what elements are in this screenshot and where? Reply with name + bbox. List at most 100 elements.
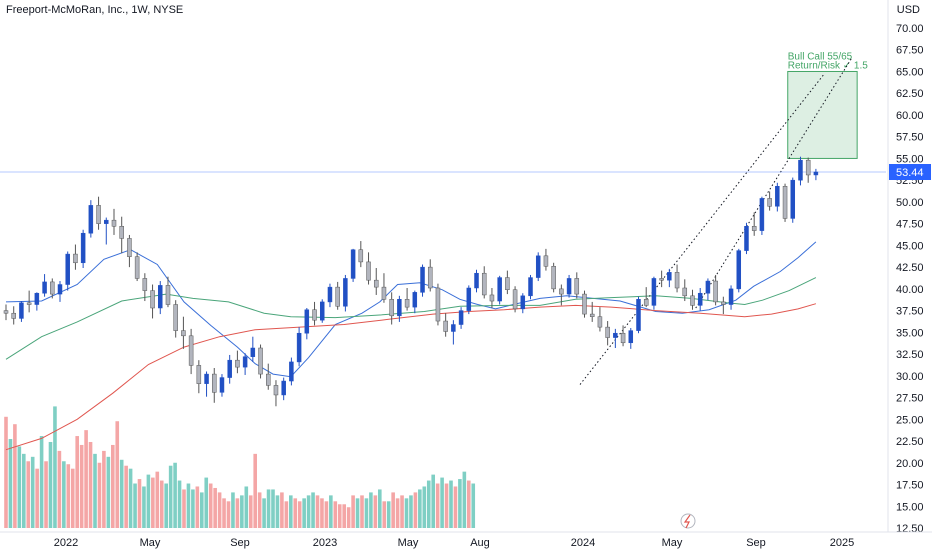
price-tick-label: 35.00 <box>896 327 924 339</box>
volume-bar <box>93 453 97 528</box>
volume-bar <box>413 492 418 528</box>
volume-bar <box>142 486 146 528</box>
candle-body <box>435 287 441 322</box>
candle-body <box>427 266 433 289</box>
candle-body <box>381 286 387 300</box>
candle-body <box>466 287 472 311</box>
event-icon <box>680 513 696 529</box>
volume-bar <box>244 486 249 528</box>
candle-body <box>643 299 649 306</box>
volume-bar <box>284 501 289 528</box>
candle-body <box>551 266 556 290</box>
volume-bar <box>97 462 102 528</box>
volume-bar <box>226 501 231 528</box>
candle-body <box>659 278 664 281</box>
volume-bar <box>4 416 8 528</box>
candle-body <box>196 365 202 384</box>
price-tick-label: 17.50 <box>896 480 924 492</box>
volume-bar <box>66 464 71 528</box>
candle-body <box>3 310 9 314</box>
volume-bar <box>168 465 173 528</box>
candle-body <box>96 205 101 224</box>
moving-average-red <box>5 303 817 451</box>
candle-body <box>736 250 742 290</box>
time-tick-label: May <box>398 537 419 549</box>
volume-bar <box>182 489 186 528</box>
candle-body <box>697 292 703 306</box>
candle-body <box>219 377 225 393</box>
candle-body <box>728 288 734 305</box>
volume-bar <box>248 495 253 528</box>
volume-bar <box>195 486 200 528</box>
volume-bar <box>133 483 137 528</box>
candle-body <box>589 313 595 317</box>
volume-bar <box>409 495 413 528</box>
volume-bar <box>333 501 338 528</box>
candle-body <box>235 359 240 368</box>
candle-body <box>613 332 618 338</box>
volume-bar <box>382 501 387 528</box>
volume-bar <box>155 471 160 528</box>
last-price-value: 53.44 <box>896 167 924 179</box>
volume-bar <box>422 486 427 528</box>
candle-body <box>50 281 55 295</box>
volume-bar <box>186 483 191 528</box>
price-tick-label: 32.50 <box>896 349 924 361</box>
volume-bar <box>453 486 458 528</box>
volume-bar <box>364 498 369 528</box>
price-tick-label: 60.00 <box>896 110 924 122</box>
time-tick-label: May <box>140 537 161 549</box>
volume-bar <box>106 456 111 528</box>
candle-body <box>713 280 718 303</box>
time-tick-label: 2023 <box>313 537 337 549</box>
candle-body <box>358 249 364 263</box>
candle-body <box>505 277 510 290</box>
volume-bar <box>378 489 382 528</box>
candle-body <box>813 171 819 176</box>
volume-bar <box>418 489 422 528</box>
volume-bar <box>369 492 373 528</box>
price-tick-label: 57.50 <box>896 132 924 144</box>
candle-body <box>667 272 672 281</box>
candle-body <box>744 226 749 251</box>
candle-body <box>127 238 132 257</box>
price-tick-label: 42.50 <box>896 262 924 274</box>
time-tick-label: 2024 <box>571 537 595 549</box>
volume-bar <box>271 489 275 528</box>
time-tick-label: Sep <box>230 537 250 549</box>
candle-body <box>343 278 348 307</box>
volume-bar <box>391 492 395 528</box>
candle-body <box>597 316 603 328</box>
candle-body <box>481 272 487 296</box>
volume-bar <box>62 461 66 528</box>
candle-body <box>721 301 726 305</box>
time-tick-label: Aug <box>470 537 490 549</box>
volume-bar <box>79 444 84 528</box>
price-tick-label: 47.50 <box>896 219 924 231</box>
candle-body <box>111 219 117 227</box>
candle-body <box>805 159 811 176</box>
price-tick-label: 27.50 <box>896 393 924 405</box>
candle-body <box>88 205 94 234</box>
candle-body <box>535 255 541 278</box>
candle-body <box>798 159 803 181</box>
volume-bar <box>111 444 115 528</box>
price-tick-label: 62.50 <box>896 88 924 100</box>
volume-bar <box>115 421 120 528</box>
candle-body <box>181 330 186 337</box>
volume-bar <box>280 492 284 528</box>
bull-call-box <box>787 70 858 159</box>
price-tick-label: 45.00 <box>896 240 924 252</box>
moving-average-green <box>5 277 817 360</box>
candle-body <box>158 285 163 309</box>
volume-bar <box>355 498 360 528</box>
volume-bar <box>44 461 48 528</box>
candle-body <box>474 272 479 289</box>
volume-bar <box>191 489 195 528</box>
candle-body <box>212 373 217 393</box>
volume-bar <box>30 456 35 528</box>
volume-bar <box>315 495 320 528</box>
price-tick-label: 25.00 <box>896 414 924 426</box>
candle-body <box>628 330 634 344</box>
